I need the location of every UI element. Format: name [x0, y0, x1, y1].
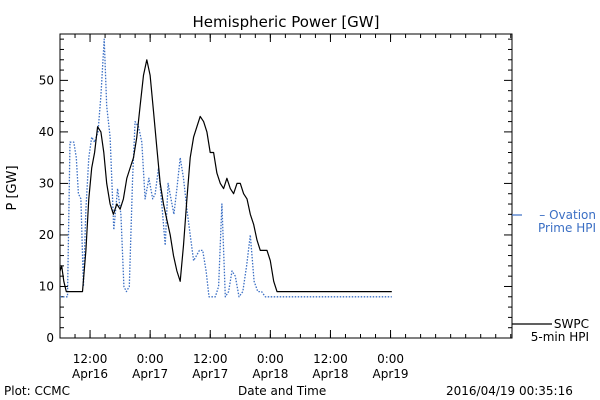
y-tick-label: 0	[46, 331, 54, 345]
series-swpc-hpi	[59, 59, 392, 293]
x-tick-label-date: Apr16	[72, 367, 108, 381]
x-tick-label-date: Apr18	[252, 367, 288, 381]
y-axis-ticks: 0 10 20 30 40 50	[39, 38, 512, 345]
y-axis-title: P [GW]	[5, 165, 20, 210]
x-tick-label-date: Apr17	[192, 367, 228, 381]
x-axis-title: Date and Time	[238, 384, 327, 398]
x-tick-label-time: 0:00	[137, 352, 164, 366]
chart-title: Hemispheric Power [GW]	[193, 13, 380, 31]
x-tick-label-time: 12:00	[193, 352, 228, 366]
y-tick-label: 20	[39, 228, 54, 242]
y-tick-label: 40	[39, 125, 54, 139]
timestamp: 2016/04/19 00:35:16	[446, 384, 573, 398]
x-tick-label-time: 12:00	[73, 352, 108, 366]
x-tick-label-time: 0:00	[377, 352, 404, 366]
x-tick-label-time: 12:00	[313, 352, 348, 366]
y-tick-label: 30	[39, 176, 54, 190]
x-tick-label-date: Apr17	[132, 367, 168, 381]
plot-credit: Plot: CCMC	[4, 384, 70, 398]
x-axis-ticks: 12:00Apr160:00Apr1712:00Apr170:00Apr1812…	[72, 34, 512, 381]
legend-swpc-line1: SWPC	[554, 317, 589, 331]
x-tick-label-time: 0:00	[257, 352, 284, 366]
legend-ovation-line1: – Ovation	[539, 208, 596, 222]
plot-frame	[59, 33, 513, 339]
x-tick-label-date: Apr19	[373, 367, 409, 381]
legend-swpc-line2: 5-min HPI	[531, 330, 589, 344]
y-tick-label: 50	[39, 73, 54, 87]
series-ovation-prime	[60, 38, 392, 298]
x-tick-label-date: Apr18	[312, 367, 348, 381]
series-layer	[59, 38, 392, 298]
legend-ovation-line2: Prime HPI	[538, 221, 596, 235]
y-tick-label: 10	[39, 279, 54, 293]
